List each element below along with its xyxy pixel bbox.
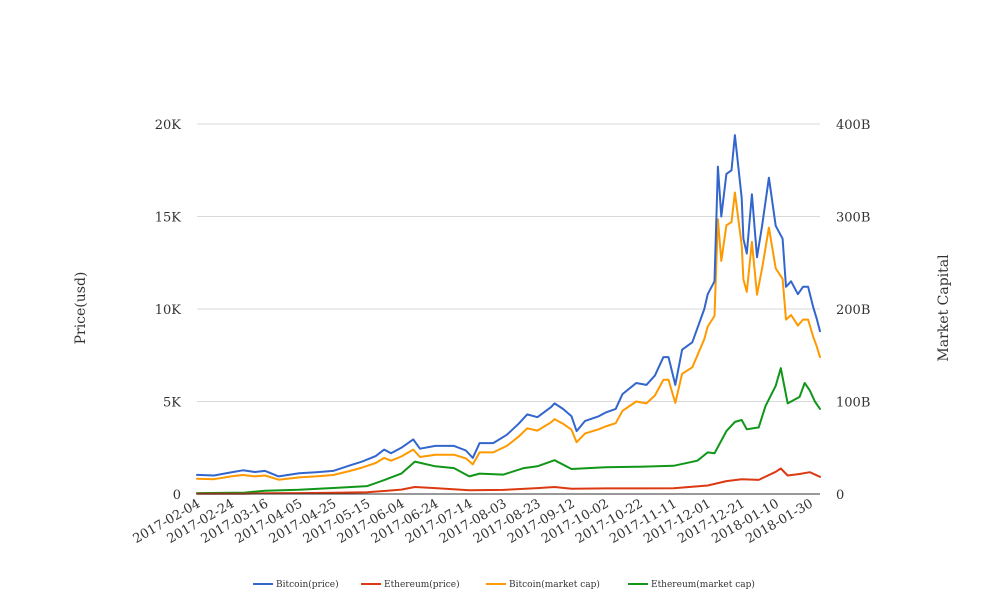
y-right-tick-label: 200B — [836, 303, 870, 318]
series-line-bitcoin-market-cap — [196, 191, 821, 481]
y-axis-left-title: Price(usd) — [73, 272, 89, 345]
y-axis-right-tick-labels: 0 100B 200B 300B 400B — [836, 118, 870, 503]
series-line-ethereum-market-cap — [196, 367, 821, 495]
y-right-tick-label: 300B — [836, 211, 870, 226]
y-left-tick-label: 15K — [155, 211, 182, 226]
x-axis-tick-labels: 2017-02-042017-02-242017-03-162017-04-05… — [131, 496, 816, 546]
y-right-tick-label: 100B — [836, 396, 870, 411]
gridlines — [197, 123, 820, 402]
y-axis-left-tick-labels: 0 5K 10K 15K 20K — [155, 118, 182, 503]
y-right-tick-label: 0 — [836, 488, 844, 503]
y-left-tick-label: 0 — [173, 488, 181, 503]
y-axis-right-title: Market Capital — [936, 254, 952, 362]
legend: Bitcoin(price) Ethereum(price) Bitcoin(mar… — [253, 579, 755, 590]
legend-label: Ethereum(price) — [384, 579, 460, 590]
series-line-ethereum-price — [196, 467, 821, 495]
y-left-tick-label: 20K — [155, 118, 182, 133]
legend-label: Bitcoin(price) — [276, 579, 339, 590]
series-line-bitcoin-price — [196, 134, 821, 478]
legend-label: Ethereum(market cap) — [651, 579, 755, 590]
series-lines — [196, 134, 821, 495]
legend-label: Bitcoin(market cap) — [509, 579, 600, 590]
y-right-tick-label: 400B — [836, 118, 870, 133]
y-left-tick-label: 10K — [155, 303, 182, 318]
y-left-tick-label: 5K — [163, 396, 181, 411]
